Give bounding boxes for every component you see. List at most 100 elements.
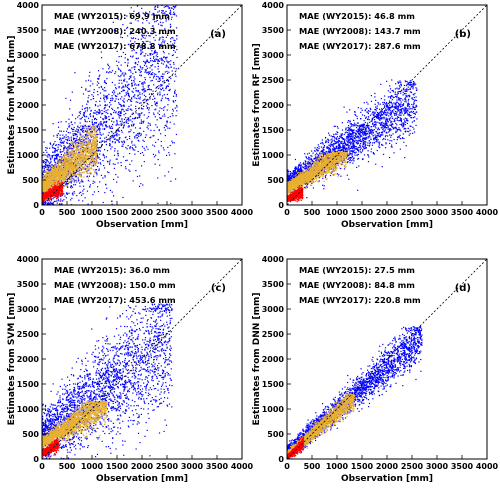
data-point — [75, 151, 77, 154]
data-point — [68, 158, 70, 160]
data-point — [145, 134, 147, 136]
data-point — [158, 129, 160, 132]
data-point — [146, 60, 148, 62]
data-point — [173, 11, 175, 13]
data-point — [45, 191, 47, 193]
data-point — [92, 162, 94, 164]
data-point — [103, 108, 105, 110]
data-point — [108, 116, 110, 118]
data-point — [65, 184, 67, 186]
data-point — [144, 98, 146, 100]
data-point — [94, 129, 96, 132]
data-point — [66, 169, 69, 172]
data-point — [159, 38, 161, 40]
data-point — [90, 109, 92, 112]
data-point — [107, 64, 110, 67]
data-point — [55, 181, 57, 183]
data-point — [99, 111, 101, 113]
data-point — [168, 152, 170, 154]
data-point — [172, 95, 175, 97]
data-point — [120, 124, 122, 126]
data-point — [94, 117, 97, 119]
data-point — [54, 149, 57, 151]
data-point — [79, 132, 81, 134]
data-point — [67, 154, 69, 156]
data-point — [111, 81, 113, 84]
data-point — [70, 144, 72, 147]
data-point — [98, 82, 100, 84]
data-point — [166, 60, 168, 62]
data-point — [93, 129, 95, 132]
data-point — [93, 146, 96, 148]
data-point — [142, 108, 144, 110]
data-point — [125, 122, 127, 124]
data-point — [155, 102, 158, 104]
data-point — [158, 39, 160, 41]
data-point — [62, 181, 64, 183]
data-point — [78, 163, 81, 166]
data-point — [66, 164, 68, 166]
data-point — [43, 184, 45, 186]
data-point — [107, 109, 109, 111]
data-point — [93, 148, 95, 151]
data-point — [171, 74, 173, 77]
data-point — [141, 68, 143, 70]
data-point — [103, 90, 105, 92]
data-point — [84, 142, 86, 145]
data-point — [74, 146, 76, 148]
data-point — [96, 130, 98, 132]
data-point — [130, 31, 132, 33]
data-point — [63, 159, 65, 161]
data-point — [175, 115, 177, 117]
data-point — [156, 62, 159, 64]
data-point — [69, 132, 71, 134]
data-point — [75, 149, 77, 151]
data-point — [159, 79, 161, 81]
data-point — [45, 147, 47, 149]
data-point — [115, 112, 117, 114]
data-point — [121, 87, 123, 89]
data-point — [90, 132, 92, 134]
data-point — [64, 168, 66, 170]
data-point — [118, 138, 120, 140]
data-point — [82, 145, 84, 147]
data-point — [151, 33, 153, 35]
data-point — [69, 148, 71, 150]
data-point — [151, 93, 153, 95]
data-point — [108, 93, 110, 95]
data-point — [72, 168, 75, 170]
data-point — [87, 144, 89, 146]
data-point — [110, 127, 112, 129]
data-point — [71, 128, 73, 130]
data-point — [57, 146, 59, 148]
data-point — [70, 169, 73, 171]
data-point — [48, 199, 50, 201]
data-point — [45, 172, 47, 174]
data-point — [61, 173, 63, 175]
data-point — [154, 116, 156, 118]
data-point — [58, 179, 60, 181]
data-point — [166, 72, 169, 74]
data-point — [81, 166, 84, 168]
data-point — [70, 182, 72, 184]
data-point — [81, 163, 83, 165]
data-point — [95, 152, 97, 155]
data-point — [46, 188, 48, 190]
data-point — [62, 177, 64, 179]
data-point — [120, 122, 122, 124]
data-point — [166, 33, 169, 35]
data-point — [52, 187, 54, 189]
data-point — [61, 156, 63, 158]
data-point — [151, 105, 153, 107]
data-point — [153, 73, 156, 75]
data-point — [146, 72, 148, 74]
data-point — [80, 181, 82, 183]
data-point — [83, 152, 85, 154]
data-point — [44, 184, 46, 186]
data-point — [94, 126, 96, 128]
data-point — [74, 161, 76, 164]
data-point — [121, 108, 123, 110]
data-point — [54, 200, 56, 202]
data-point — [44, 193, 46, 195]
data-point — [82, 200, 84, 202]
